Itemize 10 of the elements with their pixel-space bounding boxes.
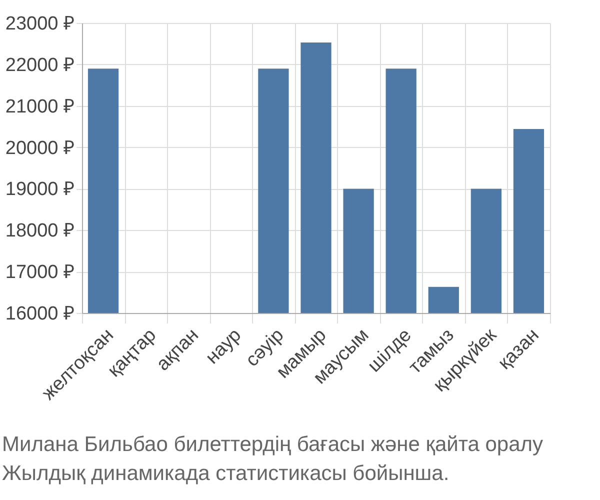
y-tick-label: 16000 ₽ (5, 304, 74, 324)
y-tick-label: 17000 ₽ (5, 262, 74, 284)
y-tick-label: 21000 ₽ (5, 96, 74, 118)
text: Жылдық динамикада статистикасы бойынша. (2, 461, 450, 487)
text: Милана Бильбао билеттердің бағасы және қайта оралу (2, 432, 544, 458)
y-tick-label: 22000 ₽ (5, 54, 74, 76)
y-tick-label: 18000 ₽ (5, 220, 74, 242)
y-tick-label: 19000 ₽ (5, 179, 74, 200)
y-tick-label: 23000 ₽ (5, 14, 74, 34)
y-tick-label: 20000 ₽ (5, 138, 74, 159)
